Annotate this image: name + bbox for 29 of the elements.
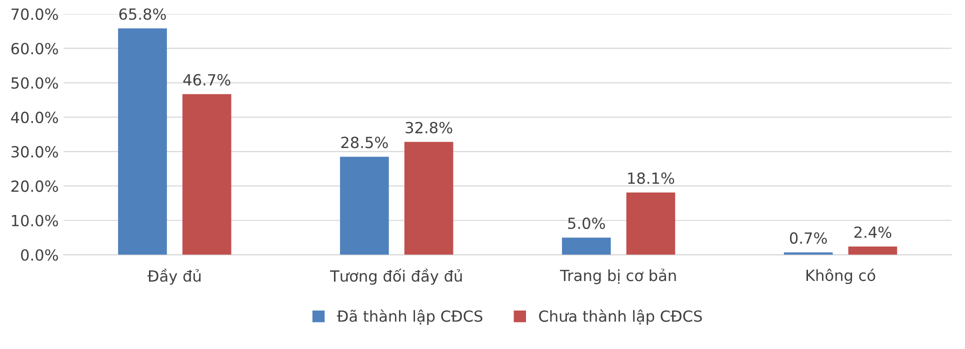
- bar: [118, 28, 167, 255]
- y-tick-label: 10.0%: [12, 214, 58, 226]
- y-tick-label: 40.0%: [11, 112, 58, 124]
- data-label: 5.0%: [568, 217, 605, 230]
- y-tick-label: 60.0%: [11, 42, 58, 54]
- x-tick-label: Tương đối đầy đủ: [330, 268, 462, 285]
- y-tick-label: 70.0%: [12, 8, 58, 20]
- x-tick-label: Không có: [806, 268, 876, 284]
- bar: [404, 142, 454, 255]
- bar: [848, 246, 898, 255]
- y-tick-label: 20.0%: [11, 180, 58, 192]
- data-label: 46.7%: [183, 74, 230, 86]
- bar: [626, 192, 676, 255]
- bar: [562, 238, 611, 255]
- data-label: 32.8%: [406, 122, 452, 134]
- data-label: 2.4%: [854, 226, 892, 238]
- legend-label: Chưa thành lập CĐCS: [539, 309, 702, 325]
- data-label: 65.8%: [119, 8, 166, 20]
- bar: [340, 156, 389, 255]
- legend-label: Đã thành lập CĐCS: [336, 309, 482, 325]
- y-tick-label: 0.0%: [21, 249, 58, 261]
- data-label: 0.7%: [790, 232, 827, 244]
- bar: [182, 94, 232, 255]
- x-tick-label: Trang bị cơ bản: [560, 268, 676, 284]
- x-tick-label: Đầy đủ: [148, 268, 201, 285]
- data-label: 28.5%: [341, 136, 388, 148]
- data-label: 18.1%: [628, 172, 674, 184]
- y-tick-label: 30.0%: [11, 146, 58, 158]
- y-tick-label: 50.0%: [11, 77, 58, 89]
